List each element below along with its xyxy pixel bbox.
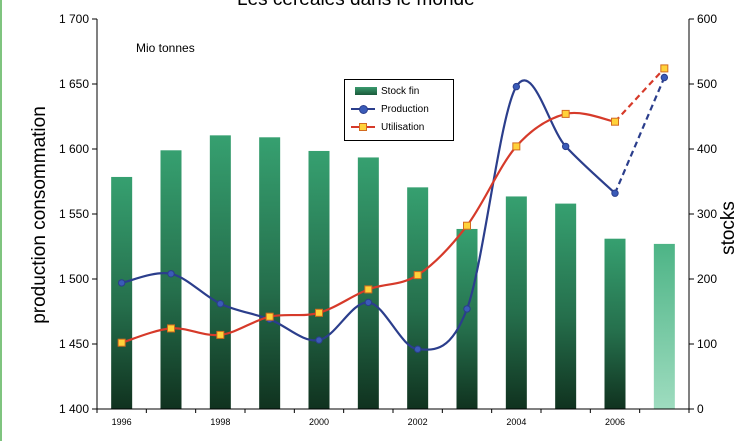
- utilisation-point-2006: [611, 117, 619, 126]
- stock-bar-2002: [407, 187, 429, 409]
- utilisation-line-forecast: [614, 67, 666, 123]
- production-line-forecast: [613, 77, 666, 194]
- stock-bar-1998: [209, 135, 231, 409]
- production-point-2007: [660, 73, 669, 82]
- stock-bar-2005: [555, 203, 577, 409]
- left-tick-label: 1 600: [59, 142, 89, 156]
- legend: Stock fin Production Utilisation: [344, 79, 454, 141]
- utilisation-point-2002: [413, 271, 422, 280]
- production-point-2003: [463, 305, 471, 313]
- production-point-2001: [364, 298, 373, 307]
- utilisation-point-2007: [660, 64, 669, 73]
- utilisation-point-2003: [463, 221, 471, 230]
- left-tick-label: 1 650: [59, 77, 89, 91]
- x-tick-label: 2006: [605, 417, 625, 427]
- utilisation-point-1997: [167, 324, 175, 333]
- left-tick-label: 1 700: [59, 12, 89, 26]
- right-axis-label: stocks: [718, 201, 739, 255]
- utilisation-point-2004: [512, 142, 521, 151]
- right-tick-label: 400: [697, 142, 717, 156]
- legend-item-stock: Stock fin: [349, 83, 419, 99]
- production-point-1997: [167, 270, 175, 278]
- utilisation-point-1999: [265, 312, 274, 321]
- legend-square-marker: [359, 123, 367, 131]
- stock-bar-2000: [308, 150, 330, 409]
- x-tick-label: 2000: [309, 417, 329, 427]
- utilisation-point-2005: [561, 109, 570, 118]
- stock-bar-1996: [111, 176, 133, 409]
- x-tick-label: 2004: [506, 417, 526, 427]
- left-tick-label: 1 550: [59, 207, 89, 221]
- legend-item-production: Production: [349, 101, 429, 117]
- utilisation-point-2001: [364, 285, 373, 294]
- legend-label-production: Production: [381, 103, 429, 115]
- legend-item-utilisation: Utilisation: [349, 119, 424, 135]
- stock-bar-2007: [653, 243, 675, 409]
- production-point-1996: [117, 279, 126, 287]
- production-point-2005: [561, 142, 570, 151]
- left-axis-label: production consommation: [29, 106, 50, 324]
- production-point-2004: [512, 82, 521, 91]
- left-edge-line: [0, 0, 2, 441]
- legend-label-utilisation: Utilisation: [381, 121, 425, 133]
- stock-bar-2001: [357, 157, 379, 409]
- chart-title: Les céréales dans le monde: [237, 0, 475, 11]
- production-point-2000: [315, 336, 323, 344]
- stock-bar-1999: [259, 137, 281, 410]
- legend-circle-marker: [359, 105, 368, 114]
- right-tick-label: 500: [697, 77, 717, 91]
- production-point-1998: [216, 300, 225, 308]
- left-tick-label: 1 500: [59, 272, 89, 286]
- right-tick-label: 100: [697, 337, 717, 351]
- left-tick-label: 1 400: [59, 402, 89, 416]
- stock-bar-2004: [505, 196, 527, 409]
- x-tick-label: 1998: [210, 417, 230, 427]
- stock-bar-2006: [604, 238, 626, 409]
- unit-note: Mio tonnes: [136, 41, 195, 55]
- production-point-2002: [413, 345, 422, 353]
- legend-bar-swatch: [355, 87, 377, 95]
- x-tick-label: 2002: [408, 417, 428, 427]
- legend-label-stock: Stock fin: [381, 85, 420, 97]
- production-point-2006: [611, 189, 619, 197]
- right-tick-label: 600: [697, 12, 717, 26]
- utilisation-point-1996: [117, 338, 126, 347]
- right-tick-label: 0: [697, 402, 704, 416]
- stock-bar-1997: [160, 150, 182, 410]
- left-tick-label: 1 450: [59, 337, 89, 351]
- right-tick-label: 300: [697, 207, 717, 221]
- x-tick-label: 1996: [112, 417, 132, 427]
- utilisation-point-1998: [216, 330, 225, 339]
- stock-bar-2003: [456, 228, 478, 409]
- utilisation-point-2000: [315, 308, 323, 317]
- right-tick-label: 200: [697, 272, 717, 286]
